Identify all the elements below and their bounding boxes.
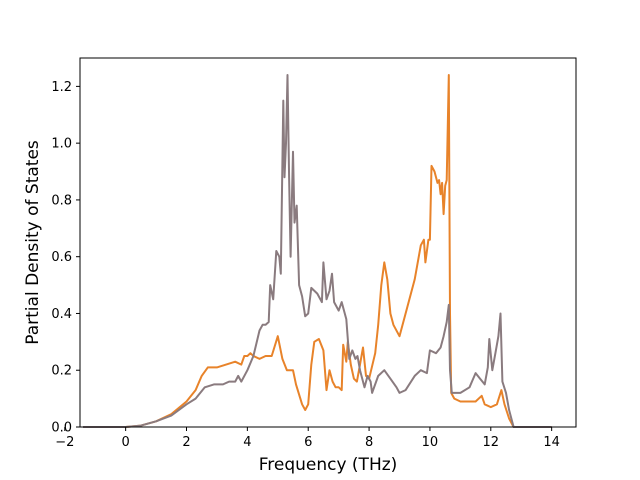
y-tick-label: 1.0 — [51, 137, 72, 152]
x-tick-label: 2 — [182, 435, 190, 450]
y-tick-label: 1.2 — [51, 80, 72, 95]
x-axis-label: Frequency (THz) — [259, 455, 398, 475]
y-tick-label: 0.0 — [51, 421, 72, 436]
x-tick-label: 6 — [304, 435, 312, 450]
y-tick-label: 0.4 — [51, 307, 72, 322]
x-axis-ticks: −2 0 2 4 6 8 10 12 14 — [55, 427, 560, 450]
series-line-2 — [83, 74, 552, 428]
plot-frame — [79, 57, 577, 428]
y-tick-label: 0.8 — [51, 193, 72, 208]
x-tick-label: 10 — [422, 435, 439, 450]
series-line-1 — [83, 74, 552, 428]
x-tick-label: 4 — [243, 435, 251, 450]
y-tick-label: 0.6 — [51, 250, 72, 265]
x-tick-label: 14 — [543, 435, 560, 450]
y-axis-label: Partial Density of States — [23, 140, 43, 345]
series-layer — [83, 74, 552, 428]
y-tick-label: 0.2 — [51, 364, 72, 379]
x-tick-label: 12 — [483, 435, 500, 450]
y-axis-ticks: 0.0 0.2 0.4 0.6 0.8 1.0 1.2 — [51, 80, 80, 436]
x-tick-label: −2 — [55, 435, 74, 450]
x-tick-label: 0 — [122, 435, 130, 450]
x-tick-label: 8 — [365, 435, 373, 450]
